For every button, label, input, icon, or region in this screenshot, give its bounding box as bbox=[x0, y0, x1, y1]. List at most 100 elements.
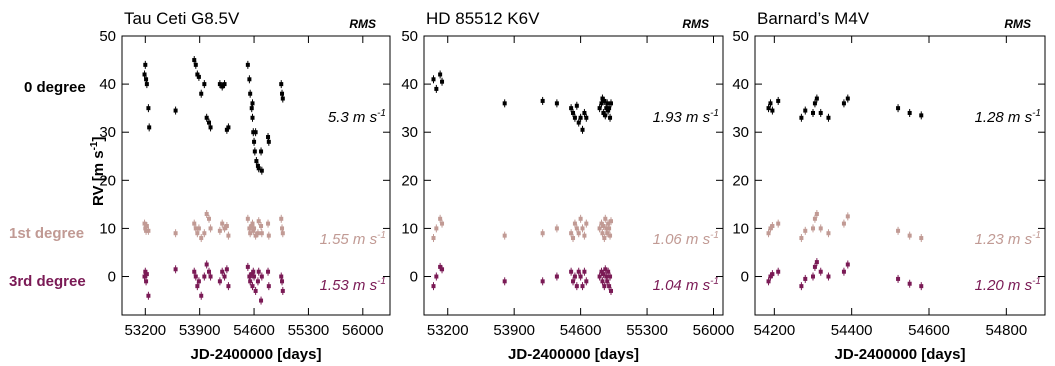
data-point bbox=[803, 228, 808, 233]
data-point bbox=[606, 108, 611, 113]
y-tick-label: 20 bbox=[401, 172, 418, 189]
data-point bbox=[250, 115, 255, 120]
data-point bbox=[144, 228, 149, 233]
data-point bbox=[919, 236, 924, 241]
data-point bbox=[907, 233, 912, 238]
data-point bbox=[142, 221, 147, 226]
data-point bbox=[608, 101, 613, 106]
y-tick-label: 0 bbox=[108, 269, 116, 286]
data-point bbox=[896, 106, 901, 111]
y-tick-label: 0 bbox=[741, 269, 749, 286]
data-point bbox=[226, 233, 231, 238]
data-point bbox=[608, 233, 613, 238]
data-point bbox=[266, 269, 271, 274]
data-point bbox=[251, 130, 256, 135]
data-point bbox=[919, 113, 924, 118]
data-point bbox=[826, 231, 831, 236]
data-point bbox=[207, 216, 212, 221]
data-point bbox=[582, 269, 587, 274]
data-point bbox=[249, 272, 254, 277]
x-tick-label: 54800 bbox=[985, 322, 1027, 339]
data-point bbox=[259, 149, 264, 154]
data-point bbox=[192, 58, 197, 63]
series-1 bbox=[766, 209, 924, 243]
data-point bbox=[142, 72, 147, 77]
y-tick-label: 30 bbox=[401, 124, 418, 141]
rms-header: RMS bbox=[349, 17, 376, 31]
row-label-0-degree: 0 degree bbox=[24, 79, 86, 96]
data-point bbox=[606, 269, 611, 274]
data-point bbox=[776, 269, 781, 274]
rms-value: 1.55 m s-1 bbox=[320, 230, 386, 248]
data-point bbox=[245, 264, 250, 269]
data-point bbox=[580, 226, 585, 231]
x-tick-label: 54600 bbox=[908, 322, 950, 339]
data-point bbox=[597, 226, 602, 231]
series-0 bbox=[431, 70, 613, 134]
data-point bbox=[776, 98, 781, 103]
data-point bbox=[576, 120, 581, 125]
data-point bbox=[572, 115, 577, 120]
data-point bbox=[812, 264, 817, 269]
data-point bbox=[220, 84, 225, 89]
data-point bbox=[208, 226, 213, 231]
x-tick-label: 55300 bbox=[288, 322, 330, 339]
data-point bbox=[768, 226, 773, 231]
y-tick-label: 40 bbox=[99, 76, 116, 93]
data-point bbox=[173, 267, 178, 272]
data-point bbox=[431, 284, 436, 289]
data-point bbox=[146, 228, 151, 233]
data-point bbox=[245, 216, 250, 221]
data-point bbox=[584, 279, 589, 284]
rms-value: 1.06 m s-1 bbox=[653, 230, 719, 248]
data-point bbox=[248, 231, 253, 236]
data-point bbox=[266, 221, 271, 226]
data-point bbox=[193, 62, 198, 67]
data-point bbox=[207, 269, 212, 274]
data-point bbox=[259, 298, 264, 303]
data-point bbox=[814, 260, 819, 265]
data-point bbox=[540, 279, 545, 284]
x-axis-title: JD-2400000 [days] bbox=[191, 346, 322, 363]
data-point bbox=[144, 279, 149, 284]
data-point bbox=[193, 274, 198, 279]
data-point bbox=[259, 274, 264, 279]
data-point bbox=[144, 224, 149, 229]
data-point bbox=[572, 274, 577, 279]
data-point bbox=[812, 101, 817, 106]
data-point bbox=[599, 101, 604, 106]
data-point bbox=[222, 274, 227, 279]
y-tick-label: 30 bbox=[732, 124, 749, 141]
data-point bbox=[580, 284, 585, 289]
data-point bbox=[217, 228, 222, 233]
x-tick-label: 56000 bbox=[693, 322, 735, 339]
data-point bbox=[578, 115, 583, 120]
data-point bbox=[600, 231, 605, 236]
data-point bbox=[826, 115, 831, 120]
data-point bbox=[254, 159, 259, 164]
data-point bbox=[604, 106, 609, 111]
data-point bbox=[576, 269, 581, 274]
x-tick-label: 53900 bbox=[493, 322, 535, 339]
data-point bbox=[279, 82, 284, 87]
rms-value: 1.93 m s-1 bbox=[653, 108, 719, 126]
chart-panel-0: Tau Ceti G8.5V RMS 0 10 20 30 40 50 53200 53900 54… bbox=[99, 9, 391, 363]
x-tick-label: 56000 bbox=[342, 322, 384, 339]
data-point bbox=[599, 221, 604, 226]
y-tick-label: 50 bbox=[732, 28, 749, 45]
data-point bbox=[259, 224, 264, 229]
data-point bbox=[768, 101, 773, 106]
data-point bbox=[143, 226, 148, 231]
data-point bbox=[434, 274, 439, 279]
data-point bbox=[845, 96, 850, 101]
data-point bbox=[845, 214, 850, 219]
y-tick-label: 40 bbox=[401, 76, 418, 93]
data-point bbox=[502, 279, 507, 284]
data-point bbox=[608, 219, 613, 224]
chart-panel-2: Barnard’s M4V RMS 0 10 20 30 40 50 54200 54400 546… bbox=[732, 9, 1046, 363]
rms-value: 1.20 m s-1 bbox=[975, 276, 1041, 294]
data-point bbox=[604, 274, 609, 279]
data-point bbox=[266, 135, 271, 140]
x-tick-label: 54200 bbox=[753, 322, 795, 339]
data-point bbox=[554, 101, 559, 106]
